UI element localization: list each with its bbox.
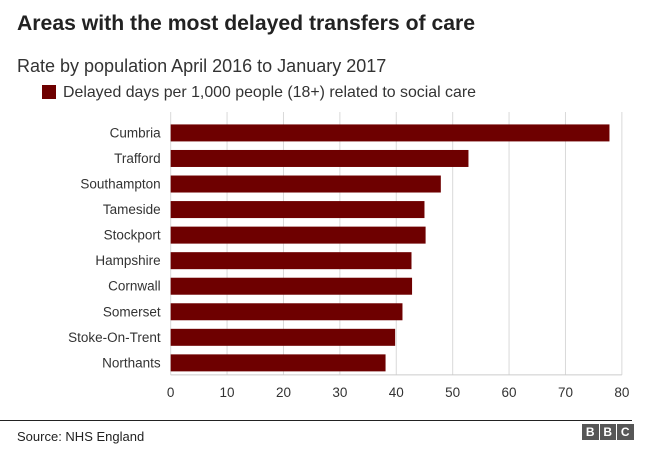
svg-text:60: 60 [502,385,517,400]
svg-text:30: 30 [332,385,347,400]
svg-text:40: 40 [389,385,404,400]
svg-text:Cornwall: Cornwall [108,279,161,294]
svg-text:Stoke-On-Trent: Stoke-On-Trent [68,330,161,345]
svg-text:Cumbria: Cumbria [110,125,162,140]
svg-text:Stockport: Stockport [104,228,161,243]
svg-text:Somerset: Somerset [103,304,161,319]
svg-text:Northants: Northants [102,355,161,370]
svg-text:Tameside: Tameside [103,202,161,217]
svg-text:10: 10 [220,385,235,400]
svg-text:70: 70 [558,385,573,400]
svg-text:Southampton: Southampton [80,177,160,192]
svg-text:20: 20 [276,385,291,400]
svg-text:Hampshire: Hampshire [95,253,160,268]
svg-text:80: 80 [614,385,629,400]
svg-text:0: 0 [167,385,175,400]
svg-text:Trafford: Trafford [114,151,161,166]
svg-text:50: 50 [445,385,460,400]
